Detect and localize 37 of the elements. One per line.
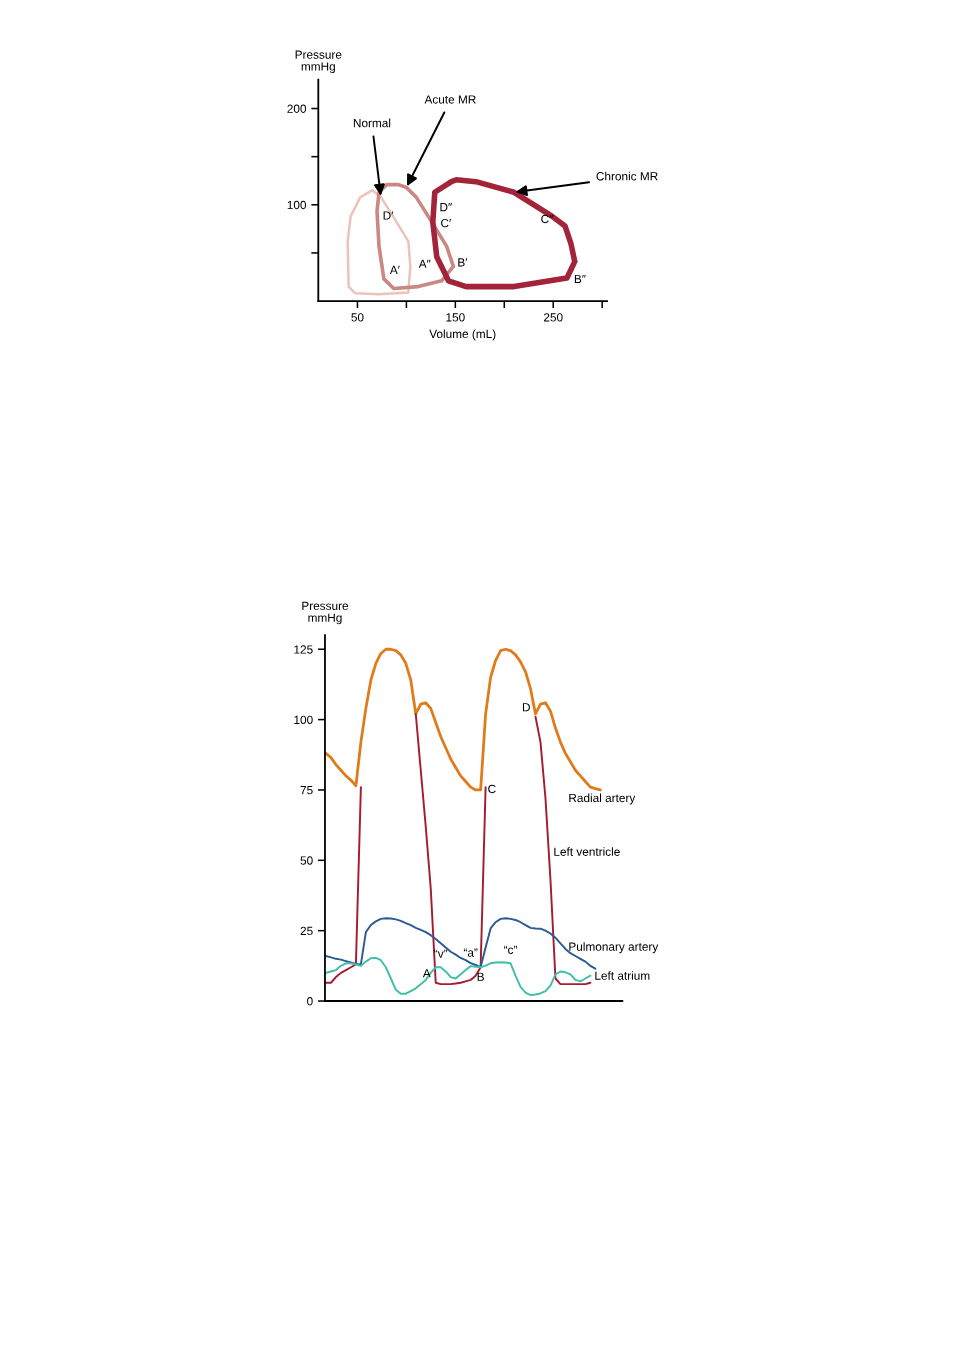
y-axis-title: Pressure mmHg <box>295 50 342 74</box>
x-tick-label: 150 <box>446 313 465 322</box>
annotation: A″ <box>418 259 431 268</box>
line-series <box>324 647 602 792</box>
x-tick-label: 50 <box>351 313 364 322</box>
data-label: B <box>477 972 484 981</box>
y-tick-label: 25 <box>300 926 313 936</box>
annotation: D″ <box>440 203 452 212</box>
y-tick-label: 100 <box>287 200 307 210</box>
y-tick-label: 125 <box>294 645 313 654</box>
annotation: B′ <box>458 258 468 267</box>
data-label: A <box>422 969 431 978</box>
annotation: A′ <box>389 265 400 274</box>
series-label: Pulmonary artery <box>569 942 659 954</box>
data-label: “a” <box>463 948 478 957</box>
y-tick-label: 0 <box>307 997 313 1006</box>
x-axis-title: Volume (mL) <box>429 329 496 341</box>
series-label: Left ventricle <box>554 847 620 856</box>
y-tick-label: 50 <box>300 856 313 865</box>
text: Acute MR <box>424 95 476 104</box>
line-series <box>325 957 592 997</box>
text: Normal <box>353 118 391 128</box>
data-label: “c” <box>504 945 518 954</box>
y-tick-label: 200 <box>287 104 307 113</box>
series-label: Left atrium <box>595 971 650 980</box>
x-tick-label: 250 <box>543 313 563 322</box>
annotation: B″ <box>574 274 586 283</box>
y-axis-title: Pressure mmHg <box>302 601 349 625</box>
annotation: C′ <box>441 218 451 228</box>
annotation: C″ <box>541 214 554 224</box>
series-label: Radial artery <box>569 793 636 805</box>
data-label: D <box>522 703 530 712</box>
annotation: D′ <box>383 211 394 220</box>
y-tick-label: 75 <box>300 786 313 795</box>
data-label: C <box>488 784 496 794</box>
text: Chronic MR <box>596 171 658 181</box>
y-tick-label: 100 <box>294 715 313 724</box>
